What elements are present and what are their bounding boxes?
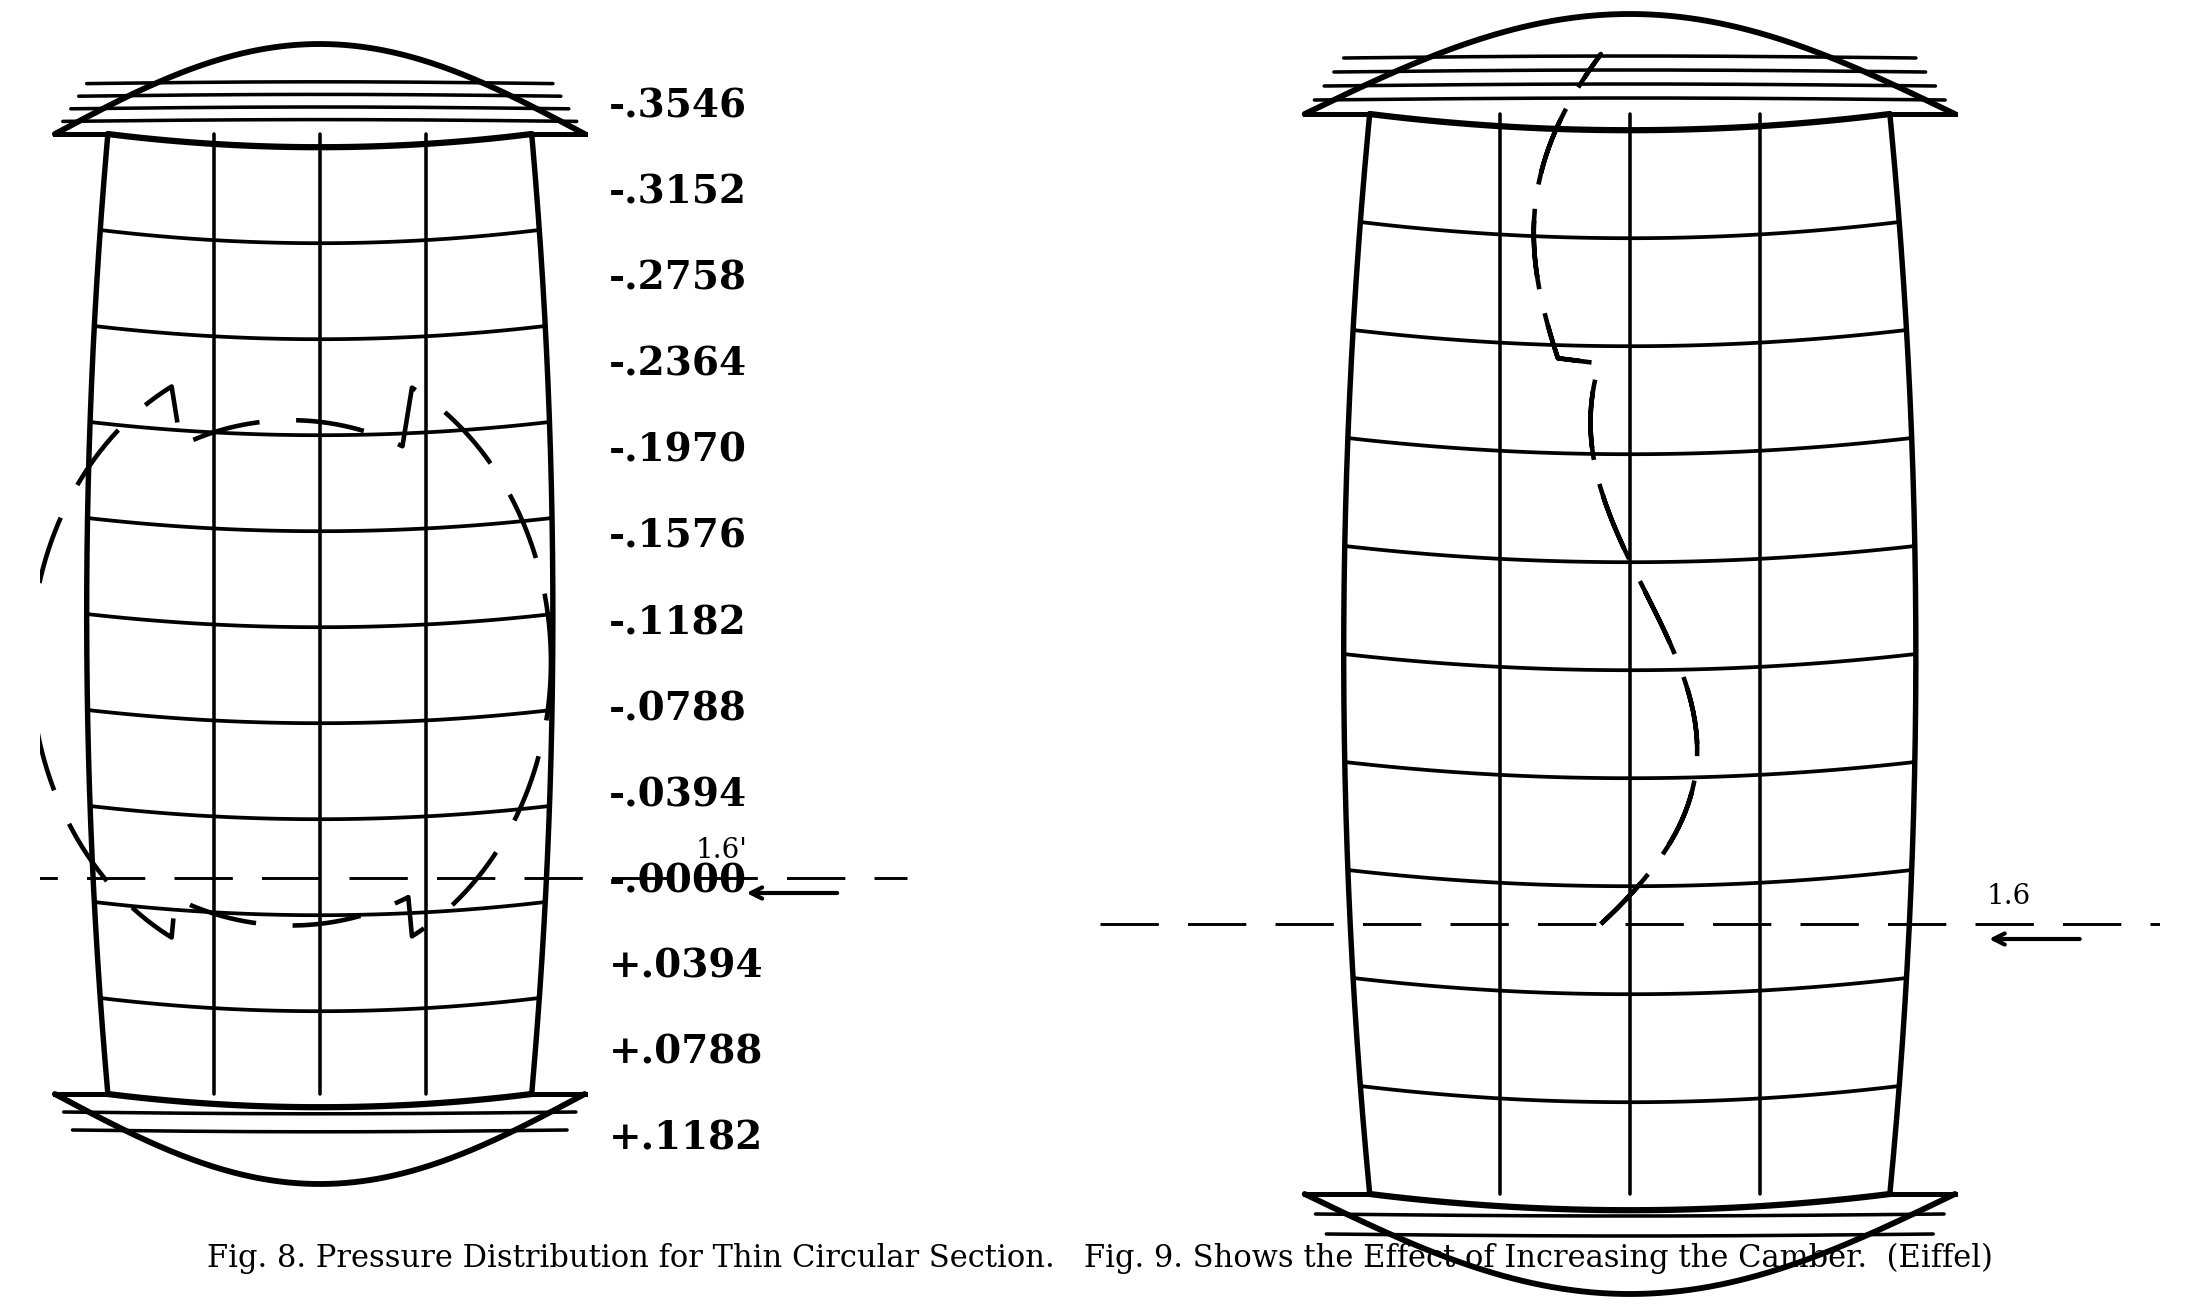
Text: 1.6': 1.6' <box>695 837 748 865</box>
Text: +.1182: +.1182 <box>609 1120 763 1158</box>
Text: Fig. 8. Pressure Distribution for Thin Circular Section.   Fig. 9. Shows the Eff: Fig. 8. Pressure Distribution for Thin C… <box>207 1243 1993 1275</box>
Text: -.3546: -.3546 <box>609 88 746 126</box>
Text: -.1576: -.1576 <box>609 518 746 556</box>
Text: -.2364: -.2364 <box>609 346 746 384</box>
Text: -.0394: -.0394 <box>609 777 746 813</box>
Text: +.0394: +.0394 <box>609 947 763 986</box>
Text: -.1182: -.1182 <box>609 604 746 643</box>
Text: -.0788: -.0788 <box>609 690 746 728</box>
Text: -.1970: -.1970 <box>609 432 746 470</box>
Text: 1.6: 1.6 <box>1987 883 2031 911</box>
Text: +.0788: +.0788 <box>609 1034 763 1072</box>
Text: -.3152: -.3152 <box>609 173 746 212</box>
Text: -.0000: -.0000 <box>609 862 746 900</box>
Text: -.2758: -.2758 <box>609 260 746 298</box>
